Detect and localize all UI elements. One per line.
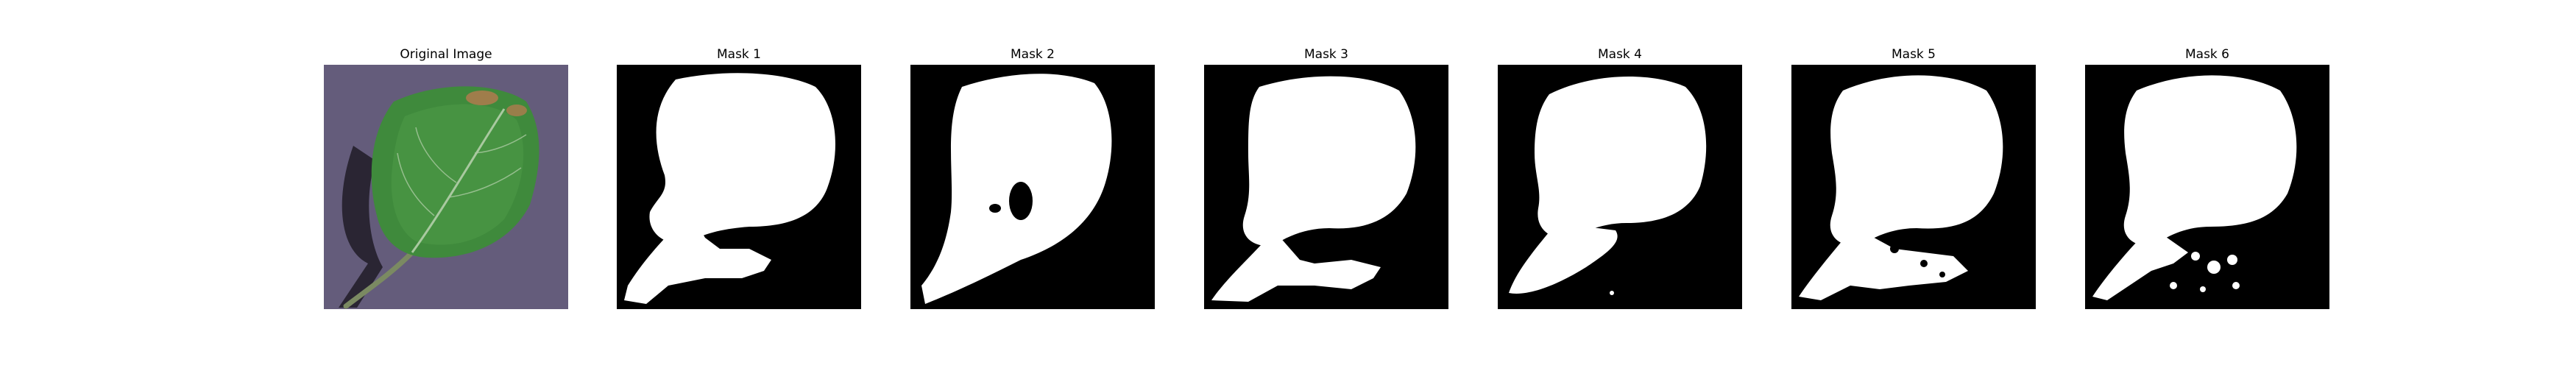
- panel-original-image: Original Image: [324, 46, 568, 309]
- panel-title-original-image: Original Image: [400, 47, 492, 62]
- panel-title-mask-4: Mask 4: [1597, 47, 1642, 62]
- original-leaf-photo: [324, 65, 568, 309]
- panel-mask-6: Mask 6: [2085, 46, 2329, 309]
- panel-title-mask-1: Mask 1: [716, 47, 761, 62]
- mask-3-image: [1204, 65, 1448, 309]
- mask-4-image: [1498, 65, 1742, 309]
- mask-6-image: [2085, 65, 2329, 309]
- panel-title-mask-6: Mask 6: [2184, 47, 2229, 62]
- panel-title-mask-5: Mask 5: [1891, 47, 1936, 62]
- panel-mask-3: Mask 3: [1204, 46, 1448, 309]
- mask-5-image: [1791, 65, 2036, 309]
- mask-2-image: [910, 65, 1155, 309]
- panel-mask-2: Mask 2: [910, 46, 1155, 309]
- panel-mask-1: Mask 1: [617, 46, 861, 309]
- panel-title-mask-2: Mask 2: [1010, 47, 1055, 62]
- mask-1-image: [617, 65, 861, 309]
- panel-title-mask-3: Mask 3: [1303, 47, 1348, 62]
- panel-mask-4: Mask 4: [1498, 46, 1742, 309]
- panel-mask-5: Mask 5: [1791, 46, 2036, 309]
